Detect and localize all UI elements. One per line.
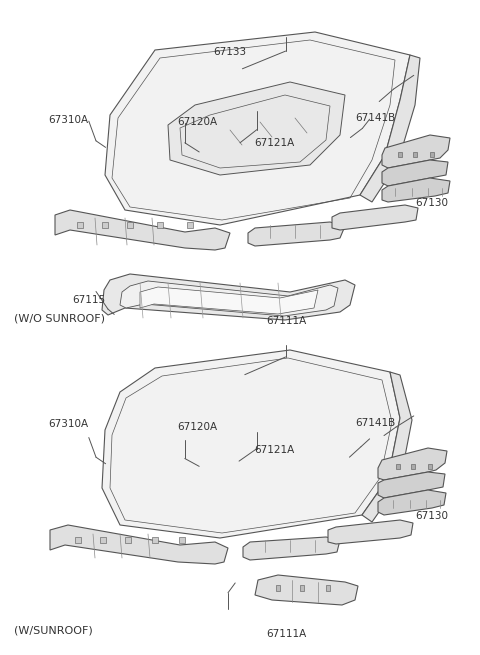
Polygon shape: [243, 537, 340, 560]
Polygon shape: [55, 210, 230, 250]
Polygon shape: [411, 464, 415, 469]
Polygon shape: [300, 585, 304, 591]
Polygon shape: [77, 222, 83, 228]
Text: 67141B: 67141B: [355, 113, 396, 122]
Polygon shape: [255, 575, 358, 605]
Polygon shape: [100, 537, 106, 543]
Polygon shape: [396, 464, 400, 469]
Polygon shape: [360, 55, 420, 202]
Text: (W/SUNROOF): (W/SUNROOF): [14, 626, 93, 635]
Polygon shape: [102, 222, 108, 228]
Text: 67141B: 67141B: [355, 418, 396, 428]
Polygon shape: [378, 490, 446, 515]
Polygon shape: [248, 222, 345, 246]
Polygon shape: [187, 222, 193, 228]
Text: 67121A: 67121A: [254, 445, 295, 455]
Text: 67130: 67130: [415, 198, 448, 208]
Polygon shape: [276, 585, 280, 591]
Polygon shape: [152, 537, 158, 543]
Polygon shape: [362, 372, 412, 522]
Text: 67111A: 67111A: [266, 316, 307, 326]
Text: 67310A: 67310A: [48, 419, 88, 429]
Polygon shape: [157, 222, 163, 228]
Polygon shape: [332, 205, 418, 230]
Polygon shape: [378, 472, 445, 498]
Text: 67121A: 67121A: [254, 138, 295, 147]
Polygon shape: [326, 585, 330, 591]
Polygon shape: [382, 178, 450, 202]
Polygon shape: [50, 525, 228, 564]
Polygon shape: [120, 281, 338, 316]
Polygon shape: [413, 152, 417, 157]
Polygon shape: [428, 464, 432, 469]
Polygon shape: [430, 152, 434, 157]
Polygon shape: [102, 274, 355, 320]
Polygon shape: [378, 448, 447, 480]
Text: 67120A: 67120A: [178, 117, 218, 126]
Text: 67310A: 67310A: [48, 115, 88, 124]
Polygon shape: [328, 520, 413, 544]
Polygon shape: [382, 160, 448, 186]
Polygon shape: [140, 287, 318, 314]
Polygon shape: [168, 82, 345, 175]
Text: 67111A: 67111A: [266, 629, 307, 639]
Text: 67133: 67133: [214, 47, 247, 57]
Polygon shape: [75, 537, 81, 543]
Polygon shape: [127, 222, 133, 228]
Polygon shape: [398, 152, 402, 157]
Polygon shape: [382, 135, 450, 168]
Polygon shape: [105, 32, 410, 225]
Text: 67130: 67130: [415, 511, 448, 521]
Polygon shape: [125, 537, 131, 543]
Polygon shape: [179, 537, 185, 543]
Text: 67120A: 67120A: [178, 422, 218, 432]
Text: (W/O SUNROOF): (W/O SUNROOF): [14, 313, 106, 323]
Text: 67115: 67115: [72, 295, 105, 305]
Polygon shape: [102, 350, 400, 538]
